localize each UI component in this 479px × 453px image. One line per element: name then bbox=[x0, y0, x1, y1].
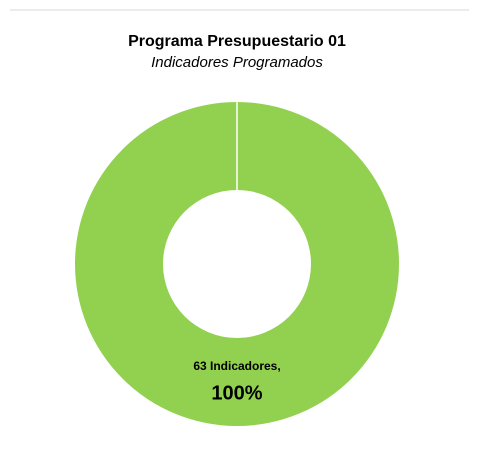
data-label: 63 Indicadores, bbox=[193, 359, 280, 373]
chart-subtitle: Indicadores Programados bbox=[151, 54, 323, 71]
donut-slice bbox=[75, 102, 399, 426]
data-label-percent: 100% bbox=[211, 382, 262, 404]
chart-title: Programa Presupuestario 01 bbox=[128, 33, 346, 50]
